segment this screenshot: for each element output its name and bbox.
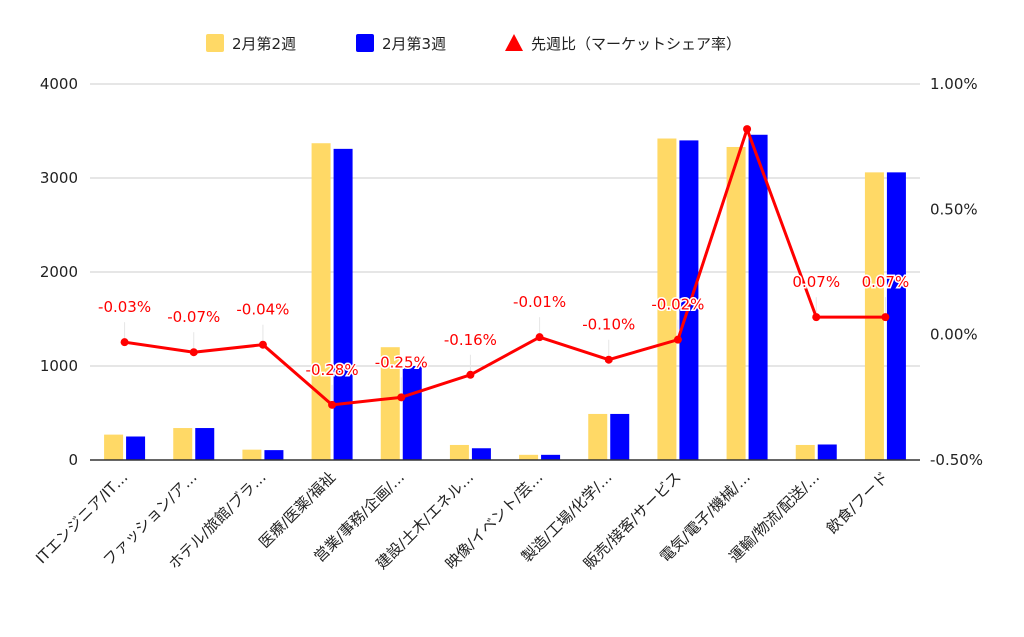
line-data-label: 0.07% (792, 273, 840, 291)
line-point (812, 313, 821, 322)
line-data-label: -0.28% (306, 361, 359, 379)
left-tick-label: 2000 (40, 263, 78, 281)
line-point (535, 333, 544, 342)
left-tick-label: 0 (68, 451, 78, 469)
legend-swatch (206, 34, 224, 52)
legend-item: 先週比（マーケットシェア率） (505, 34, 741, 53)
left-tick-label: 3000 (40, 169, 78, 187)
line-data-label: -0.07% (167, 308, 220, 326)
bar-1 (104, 434, 124, 460)
legend-triangle-icon (505, 34, 523, 51)
right-tick-label: 0.50% (930, 200, 978, 218)
bar-1 (795, 444, 815, 460)
category-label: 飲食/フード (823, 468, 892, 537)
data-labels: -0.03% -0.07% -0.04% -0.28% -0.25% -0.16% -0.0… (97, 272, 911, 381)
bar-1 (726, 146, 746, 461)
legend-label: 先週比（マーケットシェア率） (531, 35, 741, 53)
legend-label: 2月第2週 (232, 35, 296, 53)
right-tick-label: -0.50% (930, 451, 983, 469)
bar-2 (402, 366, 422, 460)
line-series (120, 125, 890, 409)
bar-2 (195, 428, 215, 460)
bar-2 (817, 444, 837, 460)
line-point (328, 400, 337, 409)
line-data-label: -0.02% (651, 296, 704, 314)
line-point (604, 355, 613, 364)
line-point (881, 313, 890, 322)
bar-2 (886, 172, 906, 461)
bar-1 (311, 143, 331, 460)
line-point (189, 348, 198, 357)
line-data-label: -0.16% (444, 331, 497, 349)
line-point (120, 338, 129, 347)
line-data-label: -0.25% (375, 353, 428, 371)
bar-2 (679, 140, 699, 460)
bar-2 (541, 454, 561, 460)
bar-2 (126, 436, 146, 460)
bar-2 (264, 450, 284, 460)
legend-label: 2月第3週 (382, 35, 446, 53)
left-tick-label: 1000 (40, 357, 78, 375)
bar-2 (333, 148, 353, 461)
bar-1 (449, 444, 469, 460)
bar-1 (588, 413, 608, 460)
line-point (743, 125, 752, 134)
line-point (258, 340, 267, 349)
share-change-line (124, 127, 886, 407)
bar-1 (519, 454, 539, 460)
line-data-label: 0.07% (862, 273, 910, 291)
line-data-label: -0.10% (582, 316, 635, 334)
bar-2 (610, 413, 630, 460)
bar-2 (471, 448, 491, 460)
line-point (397, 393, 406, 402)
bar-1 (242, 449, 262, 460)
legend-item: 2月第2週 (206, 34, 296, 53)
left-tick-label: 4000 (40, 75, 78, 93)
line-data-label: -0.01% (513, 293, 566, 311)
bar-2 (748, 134, 768, 460)
line-point (673, 335, 682, 344)
right-tick-label: 1.00% (930, 75, 978, 93)
gridlines (90, 83, 920, 367)
legend-swatch (356, 34, 374, 52)
right-tick-label: 0.00% (930, 326, 978, 344)
legend: 2月第2週 2月第3週 先週比（マーケットシェア率） (206, 34, 741, 53)
line-data-label: -0.04% (236, 301, 289, 319)
line-data-label: -0.03% (98, 298, 151, 316)
bar-series (104, 134, 906, 461)
bar-1 (173, 428, 193, 460)
bar-1 (657, 138, 677, 460)
line-point (466, 370, 475, 379)
legend-item: 2月第3週 (356, 34, 446, 53)
bar-1 (380, 347, 400, 460)
